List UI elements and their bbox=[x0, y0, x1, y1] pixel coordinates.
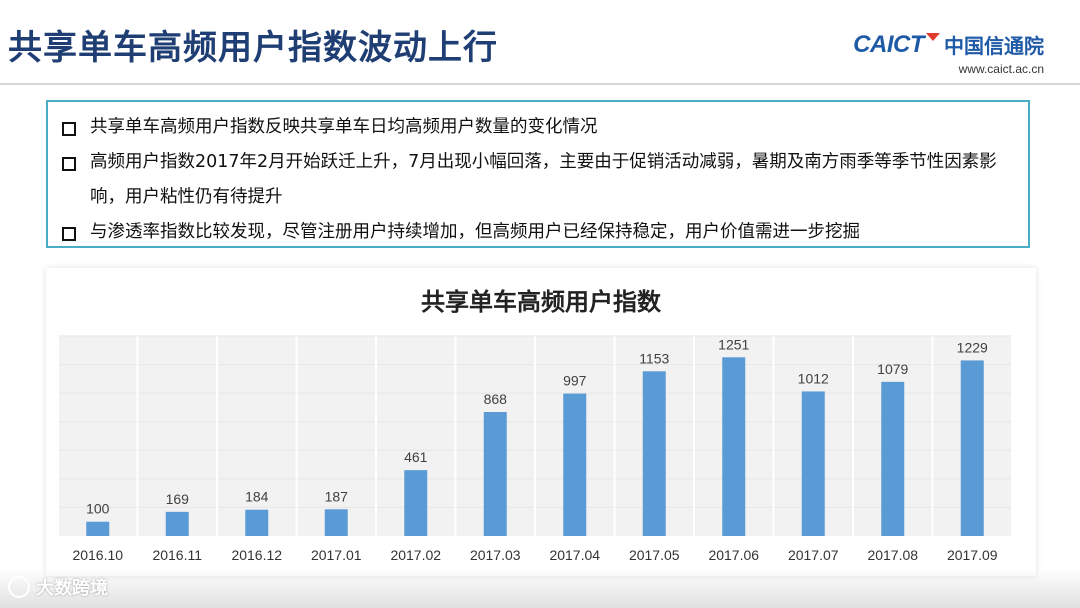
square-bullet-icon bbox=[62, 157, 76, 171]
bullet-item: 与渗透率指数比较发现，尽管注册用户持续增加，但高频用户已经保持稳定，用户价值需进… bbox=[62, 215, 1018, 250]
x-tick-label: 2017.07 bbox=[788, 547, 839, 563]
logo-url: www.caict.ac.cn bbox=[958, 62, 1044, 76]
bar bbox=[960, 360, 984, 536]
data-label: 461 bbox=[404, 449, 428, 465]
chart-title: 共享单车高频用户指数 bbox=[421, 288, 661, 316]
x-tick-label: 2017.05 bbox=[629, 547, 680, 563]
data-label: 1012 bbox=[798, 370, 829, 386]
x-tick-label: 2016.10 bbox=[72, 547, 123, 563]
bar bbox=[881, 381, 905, 536]
x-tick-label: 2017.08 bbox=[867, 547, 918, 563]
watermark-bar: 大数跨境 bbox=[0, 568, 1080, 608]
x-tick-label: 2017.06 bbox=[708, 547, 759, 563]
bar bbox=[86, 521, 110, 536]
bar bbox=[165, 511, 189, 536]
bar bbox=[245, 509, 269, 536]
title-divider bbox=[0, 83, 1080, 85]
bullet-text: 与渗透率指数比较发现，尽管注册用户持续增加，但高频用户已经保持稳定，用户价值需进… bbox=[90, 222, 860, 242]
bar-chart: 100 2016.10 169 2016.11 184 2016.12 187 2017.01… bbox=[57, 335, 1013, 563]
bar bbox=[722, 357, 746, 536]
bullet-text: 高频用户指数2017年2月开始跃迁上升，7月出现小幅回落，主要由于促销活动减弱，… bbox=[90, 152, 997, 207]
x-tick-label: 2017.02 bbox=[390, 547, 441, 563]
logo-name-cn: 中国信通院 bbox=[944, 34, 1044, 58]
data-label: 169 bbox=[166, 491, 190, 507]
data-label: 997 bbox=[563, 373, 587, 389]
bullet-item: 高频用户指数2017年2月开始跃迁上升，7月出现小幅回落，主要由于促销活动减弱，… bbox=[62, 145, 1018, 215]
x-tick-label: 2017.09 bbox=[947, 547, 998, 563]
bar bbox=[324, 509, 348, 536]
data-label: 187 bbox=[325, 488, 349, 504]
data-label: 100 bbox=[86, 501, 110, 517]
data-label: 184 bbox=[245, 489, 269, 505]
x-tick-label: 2017.04 bbox=[549, 547, 600, 563]
bar bbox=[404, 470, 428, 536]
caict-logo: CAICT 中国信通院 www.caict.ac.cn bbox=[853, 30, 1044, 77]
bar bbox=[563, 393, 587, 536]
data-label: 1153 bbox=[639, 350, 669, 366]
data-label: 1079 bbox=[877, 361, 908, 377]
chart-panel: 共享单车高频用户指数 100 2016.10 169 2016.11 184 2016.1… bbox=[46, 268, 1036, 576]
data-label: 1251 bbox=[718, 336, 749, 352]
data-label: 868 bbox=[484, 391, 508, 407]
x-tick-label: 2017.03 bbox=[470, 547, 521, 563]
bar bbox=[483, 412, 507, 536]
x-tick-label: 2016.11 bbox=[152, 547, 202, 563]
data-label: 1229 bbox=[957, 339, 988, 355]
square-bullet-icon bbox=[62, 227, 76, 241]
bullet-item: 共享单车高频用户指数反映共享单车日均高频用户数量的变化情况 bbox=[62, 110, 1018, 145]
logo-name-en: CAICT bbox=[853, 30, 924, 58]
bar bbox=[642, 371, 666, 536]
summary-box: 共享单车高频用户指数反映共享单车日均高频用户数量的变化情况 高频用户指数2017… bbox=[46, 100, 1030, 248]
bar bbox=[801, 391, 825, 536]
x-tick-label: 2017.01 bbox=[311, 547, 362, 563]
slide-title: 共享单车高频用户指数波动上行 bbox=[8, 28, 498, 68]
bullet-text: 共享单车高频用户指数反映共享单车日均高频用户数量的变化情况 bbox=[90, 117, 598, 137]
watermark-logo-icon bbox=[8, 576, 30, 598]
x-tick-label: 2016.12 bbox=[231, 547, 282, 563]
watermark-text: 大数跨境 bbox=[36, 578, 108, 599]
square-bullet-icon bbox=[62, 122, 76, 136]
logo-mark-icon bbox=[926, 32, 940, 41]
